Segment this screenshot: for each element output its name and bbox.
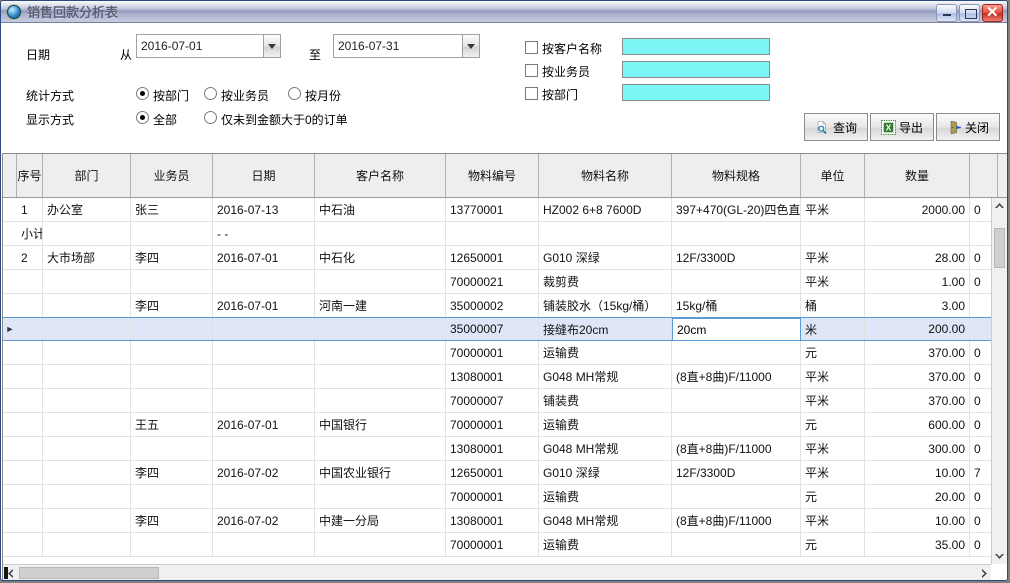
svg-text:X: X bbox=[886, 122, 892, 132]
